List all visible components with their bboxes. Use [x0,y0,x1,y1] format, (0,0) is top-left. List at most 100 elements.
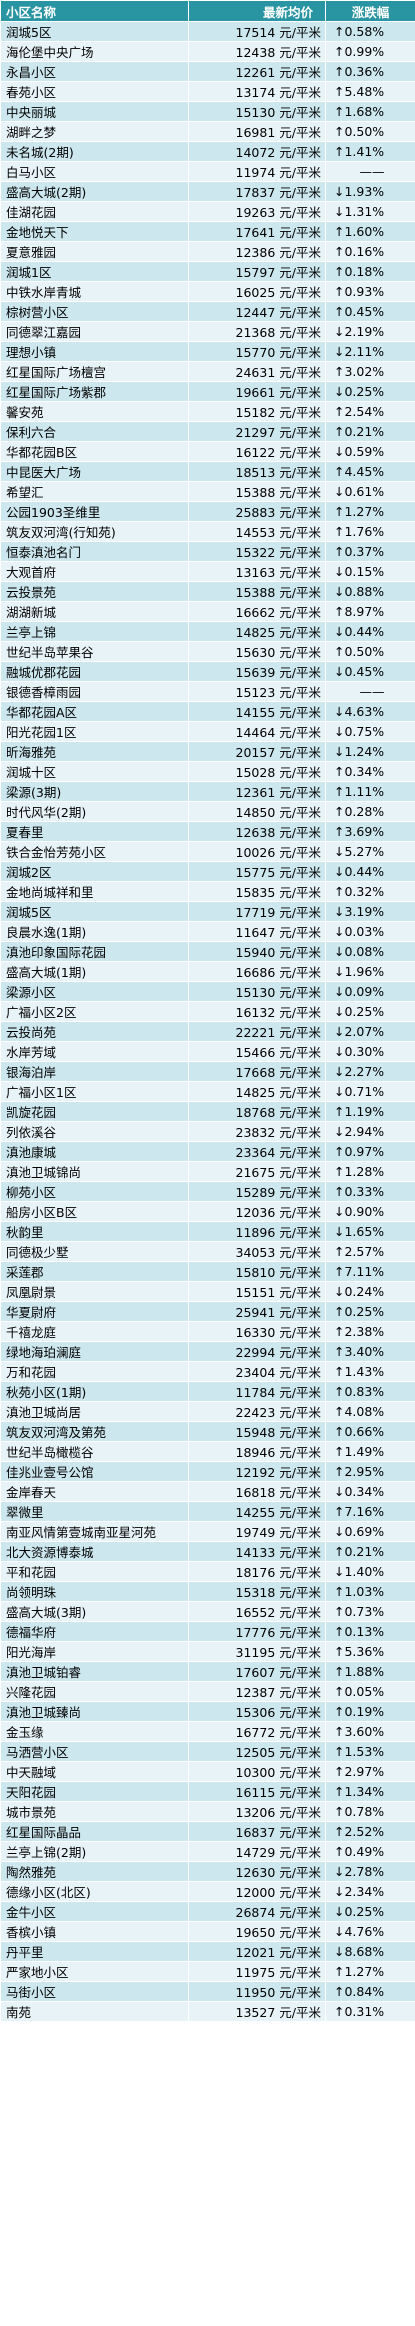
table-body: 润城5区 17514 元/平米 ↑0.58% 海伦堡中央广场 12438 元/平米 ↑0.… [0,21,415,2022]
table-row: 湖畔之梦 16981 元/平米 ↑0.50% [0,121,415,142]
community-name-cell: 铁合金怡芳苑小区 [0,841,189,862]
price-unit: 元/平米 [279,25,321,40]
community-name-cell: 润城5区 [0,901,189,922]
price-unit: 元/平米 [279,1405,321,1420]
table-row: 采莲郡 15810 元/平米 ↑7.11% [0,1261,415,1282]
price-value: 21297 [235,425,276,440]
community-name-cell: 海伦堡中央广场 [0,41,189,62]
change-cell: ↑4.08% [325,1401,415,1422]
price-cell: 18176 元/平米 [188,1561,326,1582]
change-cell: ↑1.34% [325,1781,415,1802]
table-row: 盛高大城(3期) 16552 元/平米 ↑0.73% [0,1601,415,1622]
table-row: 红星国际广场檀宫 24631 元/平米 ↑3.02% [0,361,415,382]
price-unit: 元/平米 [279,1465,321,1480]
price-unit: 元/平米 [279,385,321,400]
community-name-cell: 世纪半岛苹果谷 [0,641,189,662]
price-cell: 23832 元/平米 [188,1121,326,1142]
price-cell: 12638 元/平米 [188,821,326,842]
change-cell: ↑2.95% [325,1461,415,1482]
table-row: 中天融域 10300 元/平米 ↑2.97% [0,1761,415,1782]
community-name-cell: 大观首府 [0,561,189,582]
price-value: 17514 [235,25,276,40]
change-cell: ↓0.08% [325,941,415,962]
community-name-cell: 筑友双河湾(行知苑) [0,521,189,542]
price-value: 15797 [235,265,276,280]
table-row: 佳兆业壹号公馆 12192 元/平米 ↑2.95% [0,1461,415,1482]
price-cell: 19661 元/平米 [188,381,326,402]
price-cell: 14072 元/平米 [188,141,326,162]
community-name-cell: 千禧龙庭 [0,1321,189,1342]
community-name-cell: 兴隆花园 [0,1681,189,1702]
change-cell: ↓0.03% [325,921,415,942]
price-cell: 16122 元/平米 [188,441,326,462]
change-cell: ↓1.96% [325,961,415,982]
price-cell: 21675 元/平米 [188,1161,326,1182]
price-value: 17668 [235,1065,276,1080]
table-row: 同德极少墅 34053 元/平米 ↑2.57% [0,1241,415,1262]
table-row: 华夏尉府 25941 元/平米 ↑0.25% [0,1301,415,1322]
price-cell: 15388 元/平米 [188,581,326,602]
table-row: 润城2区 15775 元/平米 ↓0.44% [0,861,415,882]
price-unit: 元/平米 [279,505,321,520]
change-cell: ↓2.11% [325,341,415,362]
change-cell: ↑1.19% [325,1101,415,1122]
price-unit: 元/平米 [279,685,321,700]
price-value: 17837 [235,185,276,200]
table-row: 德缘小区(北区) 12000 元/平米 ↓2.34% [0,1881,415,1902]
table-row: 列依溪谷 23832 元/平米 ↓2.94% [0,1121,415,1142]
change-cell: ↓0.44% [325,861,415,882]
table-row: 水岸芳域 15466 元/平米 ↓0.30% [0,1041,415,1062]
price-cell: 26874 元/平米 [188,1901,326,1922]
community-name-cell: 列依溪谷 [0,1121,189,1142]
price-unit: 元/平米 [279,1025,321,1040]
change-cell: ↑0.34% [325,761,415,782]
change-cell: ↓0.90% [325,1201,415,1222]
table-row: 同德翠江嘉园 21368 元/平米 ↓2.19% [0,321,415,342]
price-unit: 元/平米 [279,1545,321,1560]
price-unit: 元/平米 [279,1005,321,1020]
change-cell: ↑1.27% [325,1961,415,1982]
community-name-cell: 润城2区 [0,861,189,882]
price-value: 14825 [235,1085,276,1100]
price-unit: 元/平米 [279,1665,321,1680]
price-cell: 12261 元/平米 [188,61,326,82]
price-cell: 14825 元/平米 [188,1081,326,1102]
price-unit: 元/平米 [279,165,321,180]
table-row: 铁合金怡芳苑小区 10026 元/平米 ↓5.27% [0,841,415,862]
price-unit: 元/平米 [279,485,321,500]
community-name-cell: 南苑 [0,2001,189,2022]
price-unit: 元/平米 [279,245,321,260]
price-value: 18176 [235,1565,276,1580]
change-cell: ↑0.50% [325,641,415,662]
community-name-cell: 润城5区 [0,21,189,42]
table-row: 润城十区 15028 元/平米 ↑0.34% [0,761,415,782]
price-unit: 元/平米 [279,1145,321,1160]
table-row: 筑友双河湾及第苑 15948 元/平米 ↑0.66% [0,1421,415,1442]
price-unit: 元/平米 [279,745,321,760]
community-name-cell: 云投景苑 [0,581,189,602]
price-unit: 元/平米 [279,305,321,320]
price-cell: 18768 元/平米 [188,1101,326,1122]
table-row: 严家地小区 11975 元/平米 ↑1.27% [0,1961,415,1982]
community-name-cell: 未名城(2期) [0,141,189,162]
community-name-cell: 红星国际广场紫郡 [0,381,189,402]
price-unit: 元/平米 [279,905,321,920]
community-name-cell: 船房小区B区 [0,1201,189,1222]
community-name-cell: 中铁水岸青城 [0,281,189,302]
price-value: 16818 [235,1485,276,1500]
price-cell: 15322 元/平米 [188,541,326,562]
price-value: 13206 [235,1805,276,1820]
price-cell: 14155 元/平米 [188,701,326,722]
price-cell: 16981 元/平米 [188,121,326,142]
community-name-cell: 陶然雅苑 [0,1861,189,1882]
change-cell: ↑0.33% [325,1181,415,1202]
community-name-cell: 严家地小区 [0,1961,189,1982]
community-name-cell: 柳苑小区 [0,1181,189,1202]
table-row: 马洒营小区 12505 元/平米 ↑1.53% [0,1741,415,1762]
price-value: 12386 [235,245,276,260]
price-cell: 14464 元/平米 [188,721,326,742]
table-row: 筑友双河湾(行知苑) 14553 元/平米 ↑1.76% [0,521,415,542]
price-unit: 元/平米 [279,465,321,480]
table-row: 保利六合 21297 元/平米 ↑0.21% [0,421,415,442]
table-row: 润城5区 17514 元/平米 ↑0.58% [0,21,415,42]
